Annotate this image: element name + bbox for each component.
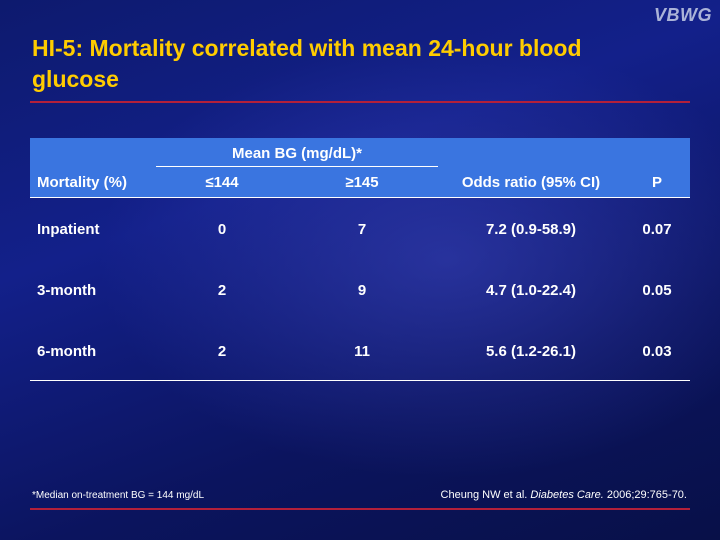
citation-details: 2006;29:765-70. xyxy=(606,489,687,501)
row-label: 6-month xyxy=(37,343,97,360)
table-header-background xyxy=(30,138,690,197)
header-divider xyxy=(30,197,690,198)
citation-authors: Cheung NW et al. xyxy=(440,489,528,501)
column-header-odds-ratio: Odds ratio (95% CI) xyxy=(461,174,601,191)
column-header-le144: ≤144 xyxy=(205,174,239,191)
vbwg-logo: VBWG xyxy=(654,5,712,25)
cell-le144: 0 xyxy=(217,221,227,238)
row-label: 3-month xyxy=(37,282,97,299)
cell-odds-ratio: 4.7 (1.0-22.4) xyxy=(485,282,577,299)
citation: Cheung NW et al. Diabetes Care. 2006;29:… xyxy=(441,489,687,501)
cell-ge145: 7 xyxy=(357,221,367,238)
cell-p-value: 0.07 xyxy=(642,221,672,238)
table-bottom-rule xyxy=(30,380,690,381)
title-divider xyxy=(30,101,690,103)
column-header-p: P xyxy=(651,174,662,191)
column-header-mortality: Mortality (%) xyxy=(37,174,127,191)
row-label: Inpatient xyxy=(37,221,100,238)
group-header-mean-bg: Mean BG (mg/dL)* xyxy=(232,145,362,162)
cell-p-value: 0.05 xyxy=(642,282,672,299)
cell-le144: 2 xyxy=(217,282,227,299)
cell-odds-ratio: 5.6 (1.2-26.1) xyxy=(485,343,577,360)
cell-p-value: 0.03 xyxy=(642,343,672,360)
cell-le144: 2 xyxy=(217,343,227,360)
footer-divider xyxy=(30,508,690,510)
cell-odds-ratio: 7.2 (0.9-58.9) xyxy=(485,221,577,238)
column-header-ge145: ≥145 xyxy=(345,174,379,191)
slide-title: HI-5: Mortality correlated with mean 24-… xyxy=(32,35,582,92)
group-header-underline xyxy=(156,166,438,167)
cell-ge145: 9 xyxy=(357,282,367,299)
footnote: *Median on-treatment BG = 144 mg/dL xyxy=(32,490,205,501)
cell-ge145: 11 xyxy=(354,343,370,360)
citation-journal: Diabetes Care. xyxy=(530,489,604,501)
